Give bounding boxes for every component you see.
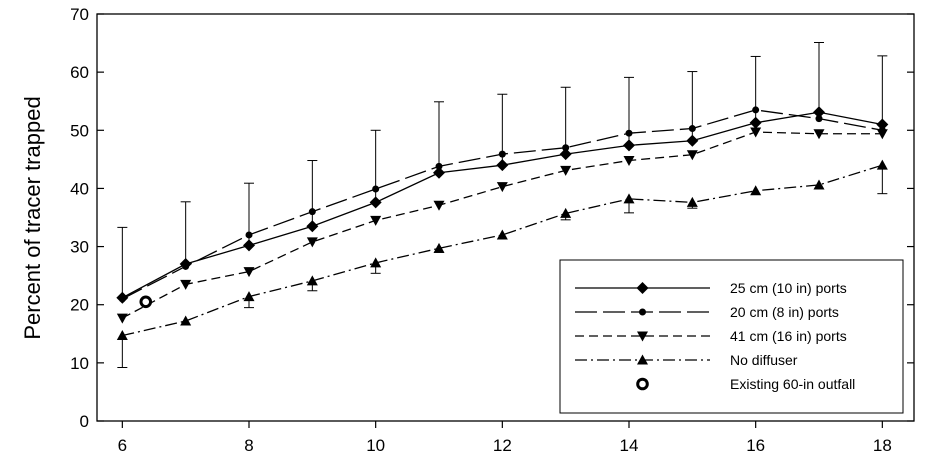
y-tick-label: 70 bbox=[70, 5, 89, 24]
data-point-series-4 bbox=[433, 242, 445, 253]
legend-marker-3 bbox=[637, 331, 648, 342]
data-point-series-3 bbox=[686, 150, 698, 161]
data-point-series-2 bbox=[182, 262, 190, 270]
data-point-series-1 bbox=[433, 166, 445, 179]
data-point-series-4 bbox=[116, 330, 128, 341]
data-point-series-1 bbox=[306, 220, 319, 233]
data-point-series-2 bbox=[118, 295, 126, 303]
data-point-series-3 bbox=[433, 200, 445, 211]
series-markers bbox=[116, 106, 889, 341]
data-point-series-2 bbox=[752, 106, 760, 114]
y-tick-label: 10 bbox=[70, 354, 89, 373]
x-tick-label: 6 bbox=[118, 436, 127, 454]
data-point-series-1 bbox=[813, 106, 825, 119]
y-tick-label: 60 bbox=[70, 63, 89, 82]
data-point-series-2 bbox=[562, 144, 570, 152]
x-tick-label: 8 bbox=[244, 436, 253, 454]
data-point-series-3 bbox=[623, 156, 635, 167]
data-point-series-4 bbox=[560, 207, 572, 218]
x-tick-label: 18 bbox=[873, 436, 892, 454]
legend-label-2: 20 cm (8 in) ports bbox=[730, 304, 839, 320]
y-tick-label: 50 bbox=[70, 121, 89, 140]
plot-area-frame bbox=[96, 13, 915, 422]
data-point-series-2 bbox=[688, 125, 696, 133]
data-point-series-2 bbox=[245, 231, 253, 239]
x-tick-label: 16 bbox=[746, 436, 765, 454]
x-tick-label: 12 bbox=[493, 436, 512, 454]
data-point-series-1 bbox=[749, 116, 762, 129]
data-point-series-3 bbox=[876, 129, 888, 140]
data-point-series-3 bbox=[306, 237, 318, 248]
x-axis: 6 8 10 12 14 16 18 bbox=[118, 421, 892, 454]
data-point-series-4 bbox=[370, 257, 382, 268]
y-tick-label: 40 bbox=[70, 179, 89, 198]
y-tick-label: 30 bbox=[70, 238, 89, 257]
legend-marker-5 bbox=[636, 377, 649, 391]
data-point-series-3 bbox=[560, 165, 572, 176]
data-point-series-3 bbox=[180, 279, 192, 290]
data-point-series-4 bbox=[686, 196, 698, 207]
y-axis-title: Percent of tracer trapped bbox=[20, 96, 45, 339]
legend-marker-2 bbox=[639, 308, 646, 316]
legend-marker-1 bbox=[636, 282, 649, 294]
legend-label-3: 41 cm (16 in) ports bbox=[730, 328, 847, 344]
data-point-series-2 bbox=[308, 208, 316, 216]
data-point-series-1 bbox=[369, 196, 382, 209]
legend: 25 cm (10 in) ports 20 cm (8 in) ports 41 … bbox=[559, 259, 904, 414]
data-point-series-2 bbox=[435, 162, 443, 170]
data-point-series-4 bbox=[813, 179, 825, 190]
y-tick-label: 0 bbox=[80, 412, 89, 431]
legend-label-5: Existing 60-in outfall bbox=[730, 376, 855, 392]
data-point-series-1 bbox=[243, 239, 255, 252]
data-point-series-1 bbox=[686, 134, 699, 147]
data-point-series-4 bbox=[750, 185, 762, 196]
data-point-series-4 bbox=[306, 275, 318, 286]
data-point-series-5 bbox=[139, 295, 153, 309]
x-tick-label: 10 bbox=[366, 436, 385, 454]
data-point-series-1 bbox=[559, 148, 572, 161]
data-point-series-3 bbox=[750, 127, 762, 138]
data-point-series-1 bbox=[496, 159, 509, 172]
data-point-series-1 bbox=[876, 118, 889, 131]
data-point-series-3 bbox=[496, 182, 508, 193]
legend-marker-4 bbox=[637, 354, 648, 365]
data-point-series-2 bbox=[625, 129, 633, 137]
data-point-series-3 bbox=[116, 313, 128, 324]
data-point-series-1 bbox=[623, 139, 635, 152]
data-point-series-3 bbox=[813, 129, 825, 140]
x-tick-label: 14 bbox=[620, 436, 639, 454]
legend-label-1: 25 cm (10 in) ports bbox=[730, 280, 847, 296]
y-tick-label: 20 bbox=[70, 296, 89, 315]
data-point-series-4 bbox=[496, 229, 508, 240]
y-axis: 0 10 20 30 40 50 60 70 bbox=[70, 5, 914, 431]
data-point-series-2 bbox=[815, 115, 823, 123]
data-point-series-4 bbox=[623, 193, 635, 204]
data-point-series-4 bbox=[243, 291, 255, 302]
legend-label-4: No diffuser bbox=[730, 352, 798, 368]
data-point-series-2 bbox=[372, 185, 380, 193]
data-point-series-3 bbox=[243, 267, 255, 278]
data-point-series-3 bbox=[370, 215, 382, 226]
data-point-series-4 bbox=[876, 159, 888, 170]
data-point-series-2 bbox=[498, 150, 506, 158]
data-point-series-4 bbox=[180, 315, 192, 326]
